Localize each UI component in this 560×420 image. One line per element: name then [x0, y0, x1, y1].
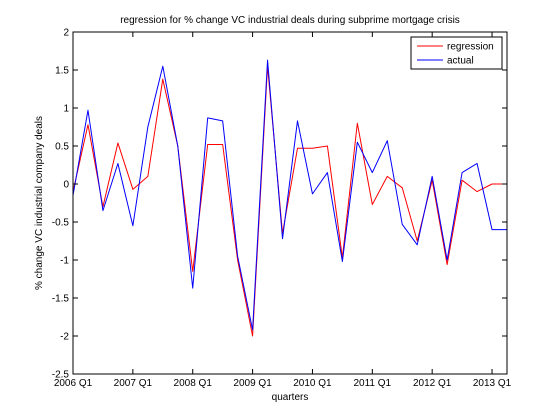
y-tick-label: 1.5 — [55, 66, 69, 77]
chart-title: regression for % change VC industrial de… — [120, 15, 460, 26]
y-tick-label: 0 — [63, 180, 69, 191]
series-line-regression — [72, 65, 507, 337]
x-tick-label: 2010 Q1 — [293, 378, 332, 389]
y-tick-label: -2 — [60, 332, 69, 343]
legend-label-regression: regression — [447, 42, 494, 53]
plot-area — [73, 32, 507, 374]
y-tick-label: 1 — [63, 104, 69, 115]
legend-label-actual: actual — [447, 56, 474, 67]
plot-frame — [72, 31, 508, 375]
series-line-actual — [72, 59, 507, 331]
x-axis-label: quarters — [272, 392, 309, 403]
x-tick-label: 2006 Q1 — [54, 378, 93, 389]
y-tick-label: -1.5 — [52, 294, 70, 305]
x-tick-label: 2009 Q1 — [233, 378, 272, 389]
x-tick-label: 2007 Q1 — [114, 378, 153, 389]
y-tick-label: 2 — [63, 28, 69, 39]
x-tick-label: 2013 Q1 — [473, 378, 512, 389]
y-tick-label: 0.5 — [55, 142, 69, 153]
y-axis-label: % change VC industrial company deals — [34, 116, 45, 290]
x-tick-label: 2012 Q1 — [413, 378, 452, 389]
x-tick-label: 2011 Q1 — [353, 378, 391, 389]
legend-box — [410, 36, 503, 70]
legend: regression actual — [410, 36, 503, 70]
series-layer — [72, 59, 507, 337]
y-tick-label: -1 — [60, 256, 69, 267]
y-tick-label: -0.5 — [52, 218, 70, 229]
y-tick-label: -2.5 — [52, 370, 70, 381]
x-tick-label: 2008 Q1 — [174, 378, 213, 389]
